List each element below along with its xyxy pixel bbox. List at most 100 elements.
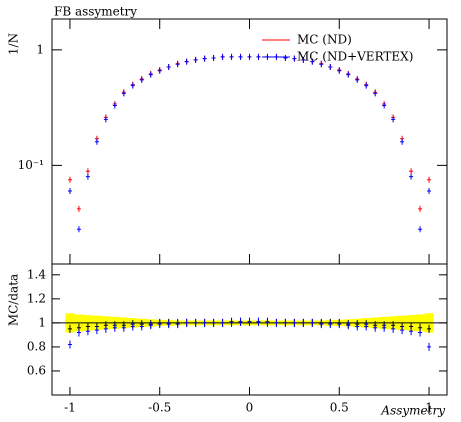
- data-point: [157, 67, 162, 74]
- y-tick-label: 0.8: [27, 339, 46, 353]
- legend-label: MC (ND+VERTEX): [297, 50, 413, 64]
- data-point: [427, 187, 432, 194]
- data-point: [238, 53, 243, 60]
- data-point: [121, 90, 126, 97]
- ratio-point: [67, 340, 72, 349]
- ratio-point: [373, 323, 378, 332]
- data-point: [76, 226, 81, 233]
- ratio-point: [256, 317, 261, 326]
- ratio-point: [121, 323, 126, 332]
- ratio-point: [328, 320, 333, 329]
- y-tick-label: 1: [36, 42, 44, 56]
- data-point: [301, 56, 306, 63]
- data-point: [418, 226, 423, 233]
- ratio-point: [355, 322, 360, 331]
- x-axis-title: Assymetry: [380, 404, 445, 418]
- data-point: [193, 56, 198, 63]
- x-tick-label: 0: [246, 401, 254, 415]
- data-point: [337, 67, 342, 74]
- ratio-point: [364, 322, 369, 331]
- ratio-point: [382, 323, 387, 332]
- data-point: [220, 53, 225, 60]
- data-point: [283, 55, 288, 62]
- y-tick-label: 1: [38, 315, 46, 329]
- ratio-point: [130, 322, 135, 331]
- ratio-point: [175, 320, 180, 329]
- data-point: [166, 64, 171, 71]
- ratio-point: [283, 318, 288, 327]
- ratio-point: [94, 326, 99, 335]
- ratio-point: [238, 317, 243, 326]
- data-point: [85, 168, 90, 175]
- ratio-point: [400, 326, 405, 335]
- ratio-point: [202, 318, 207, 327]
- ratio-point: [229, 318, 234, 327]
- ratio-point: [427, 342, 432, 351]
- ratio-point: [67, 324, 72, 333]
- x-tick-label: -1: [64, 401, 76, 415]
- plot-frame: [51, 263, 448, 396]
- ratio-point: [76, 328, 81, 337]
- data-point: [310, 58, 315, 65]
- data-point: [175, 61, 180, 68]
- y-tick-label: 1.2: [27, 291, 46, 305]
- ratio-point: [337, 320, 342, 329]
- ratio-point: [418, 328, 423, 337]
- ratio-point: [139, 322, 144, 331]
- ratio-point: [346, 321, 351, 330]
- ratio-point: [103, 324, 108, 333]
- data-point: [400, 138, 405, 145]
- data-point: [418, 205, 423, 212]
- data-point: [391, 116, 396, 123]
- data-point: [67, 176, 72, 183]
- chart-title: FB assymetry: [54, 5, 137, 19]
- data-point: [346, 71, 351, 78]
- y-tick-label: 0.6: [27, 363, 46, 377]
- ratio-point: [265, 318, 270, 327]
- ratio-point: [247, 317, 252, 326]
- data-point: [184, 58, 189, 65]
- data-point: [409, 168, 414, 175]
- ratio-axis-title: MC/data: [7, 274, 21, 326]
- ratio-point: [274, 318, 279, 327]
- ratio-point: [391, 324, 396, 333]
- data-point: [67, 187, 72, 194]
- data-point: [256, 53, 261, 60]
- data-point: [94, 138, 99, 145]
- ratio-point: [184, 318, 189, 327]
- data-point: [85, 173, 90, 180]
- ratio-point: [193, 318, 198, 327]
- ratio-point: [220, 318, 225, 327]
- data-point: [211, 55, 216, 62]
- data-point: [148, 71, 153, 78]
- ratio-point: [409, 327, 414, 336]
- data-point: [130, 82, 135, 89]
- ratio-point: [292, 318, 297, 327]
- y-axis-title: 1/N: [7, 33, 21, 55]
- ratio-point: [427, 324, 432, 333]
- ratio-point: [319, 320, 324, 329]
- y-tick-label: 10⁻¹: [18, 158, 44, 172]
- data-point: [103, 116, 108, 123]
- data-point: [328, 64, 333, 71]
- data-point: [247, 53, 252, 60]
- ratio-point: [157, 320, 162, 329]
- data-point: [112, 102, 117, 109]
- data-point: [319, 61, 324, 68]
- data-point: [355, 76, 360, 83]
- data-point: [409, 173, 414, 180]
- data-point: [139, 76, 144, 83]
- ratio-point: [166, 320, 171, 329]
- data-point: [76, 205, 81, 212]
- ratio-point: [211, 318, 216, 327]
- data-point: [373, 90, 378, 97]
- data-point: [427, 176, 432, 183]
- y-tick-label: 1.4: [27, 267, 46, 281]
- data-point: [364, 82, 369, 89]
- legend-label: MC (ND): [297, 33, 352, 47]
- data-point: [292, 55, 297, 62]
- x-tick-label: -0.5: [148, 401, 171, 415]
- x-tick-label: 1: [425, 401, 433, 415]
